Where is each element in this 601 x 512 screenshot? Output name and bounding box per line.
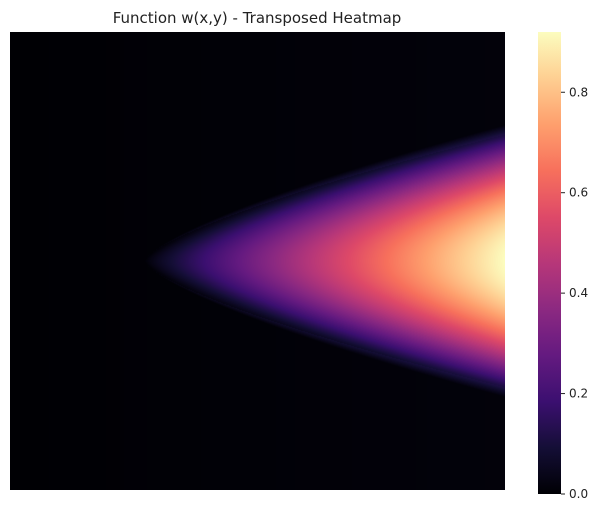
colorbar-ticks: 0.0 0.2 0.4 0.6 0.8 bbox=[561, 85, 588, 501]
heatmap-image bbox=[10, 32, 505, 490]
colorbar-tick-label: 0.2 bbox=[569, 387, 588, 401]
colorbar-tick-label: 0.0 bbox=[569, 487, 588, 501]
plot-area bbox=[10, 32, 505, 490]
colorbar-tick-label: 0.4 bbox=[569, 286, 588, 300]
colorbar-tick-label: 0.6 bbox=[569, 186, 588, 200]
colorbar-tick-label: 0.8 bbox=[569, 85, 588, 99]
colorbar bbox=[538, 32, 561, 494]
chart-title: Function w(x,y) - Transposed Heatmap bbox=[113, 9, 402, 27]
